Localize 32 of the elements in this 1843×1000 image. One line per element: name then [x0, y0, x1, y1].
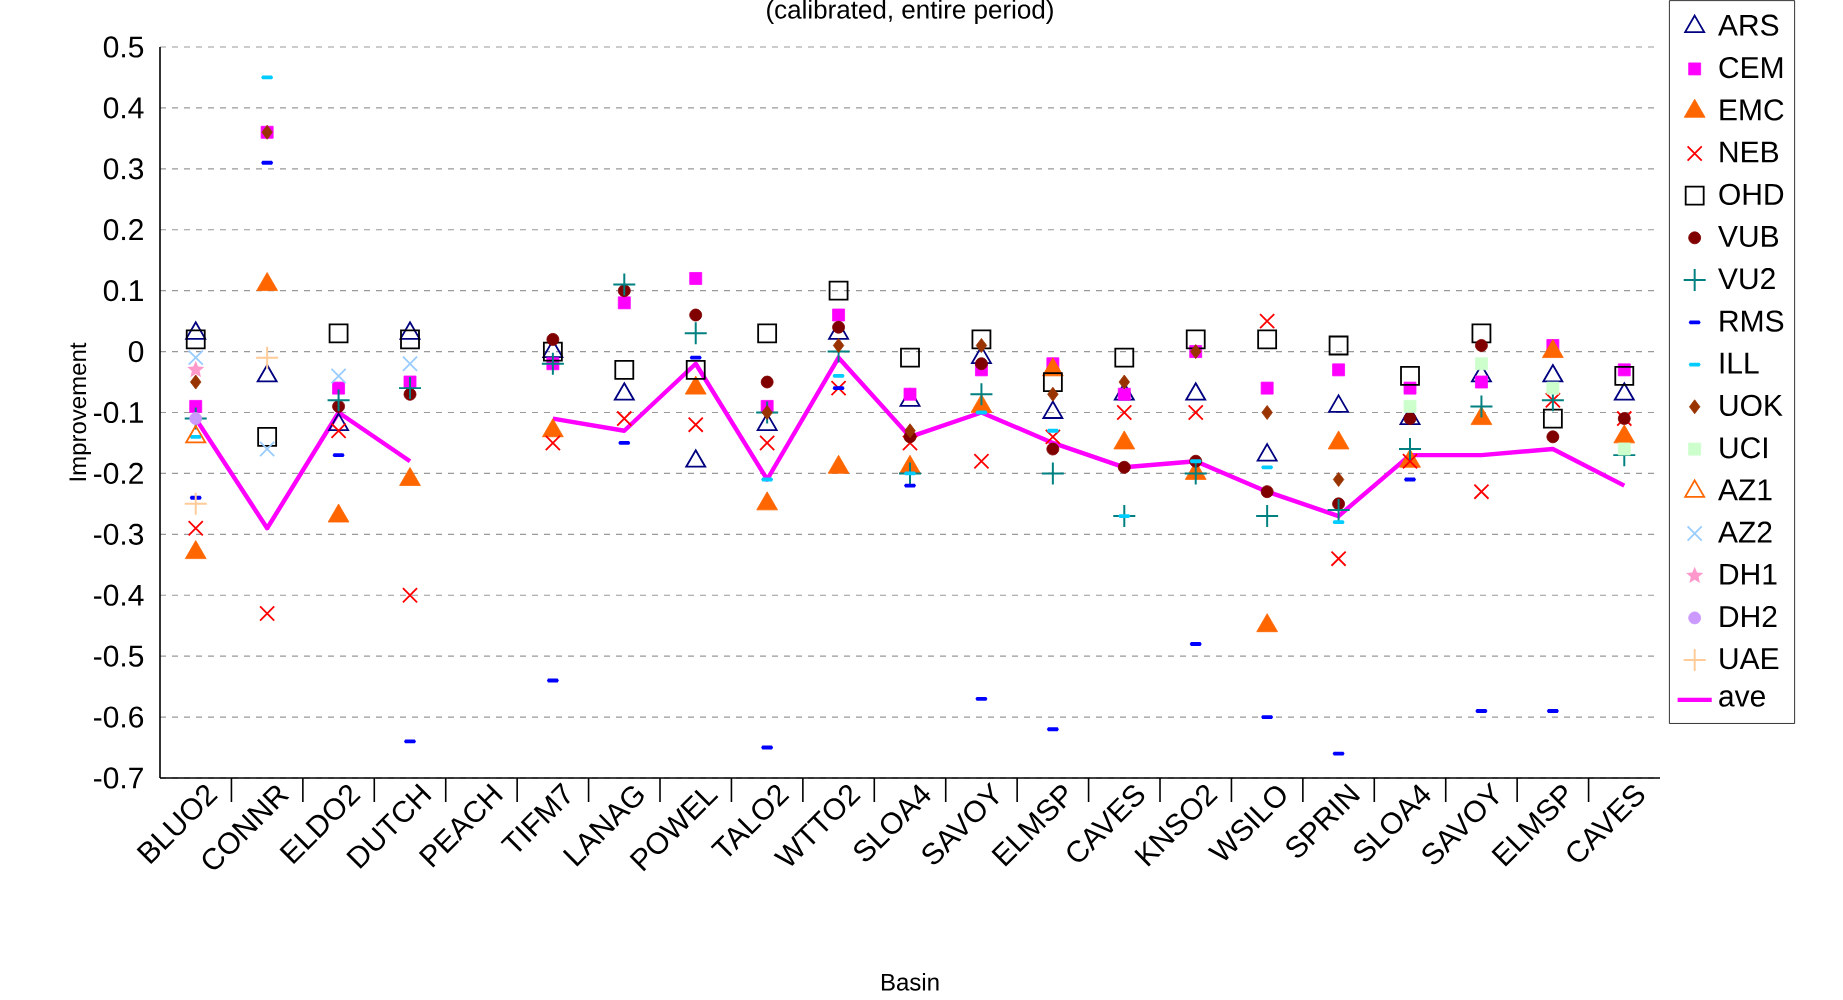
- legend-label: ILL: [1720, 352, 1759, 374]
- y-tick-label: -0.1: [94, 401, 143, 424]
- legend-label: UAE: [1720, 648, 1779, 670]
- legend-label: ave: [1719, 690, 1765, 707]
- y-tick-label: 0.2: [103, 219, 143, 241]
- legend-label: RMS: [1720, 310, 1784, 332]
- legend-label: AZ2: [1718, 521, 1772, 543]
- legend-label: DH2: [1720, 605, 1777, 627]
- legend-label: CEM: [1719, 56, 1783, 79]
- y-tick-label: 0.1: [103, 280, 143, 302]
- y-tick-label: -0.6: [94, 706, 144, 728]
- y-tick-label: -0.2: [94, 462, 143, 485]
- legend-label: EMC: [1720, 99, 1784, 121]
- y-tick-label: 0: [128, 340, 144, 363]
- chart-title: (calibrated, entire period): [767, 0, 1053, 24]
- y-tick-label: -0.4: [94, 584, 144, 606]
- legend-label: NEB: [1720, 141, 1779, 163]
- y-axis-title: Improvement: [69, 342, 91, 481]
- y-tick-label: 0.3: [103, 158, 144, 180]
- legend-label: OHD: [1719, 183, 1784, 205]
- legend-label: UOK: [1720, 394, 1783, 417]
- legend-label: VU2: [1718, 268, 1775, 290]
- y-tick-label: -0.3: [94, 523, 144, 545]
- y-tick-label: -0.5: [94, 645, 144, 667]
- legend-label: AZ1: [1718, 479, 1772, 501]
- legend-label: ARS: [1718, 14, 1779, 36]
- legend-label: UCI: [1720, 437, 1767, 459]
- x-axis-title: Basin: [881, 973, 939, 991]
- legend-label: DH1: [1720, 563, 1777, 585]
- legend-label: VUB: [1718, 226, 1779, 247]
- y-tick-label: 0.4: [103, 97, 144, 119]
- y-tick-label: 0.5: [103, 36, 144, 58]
